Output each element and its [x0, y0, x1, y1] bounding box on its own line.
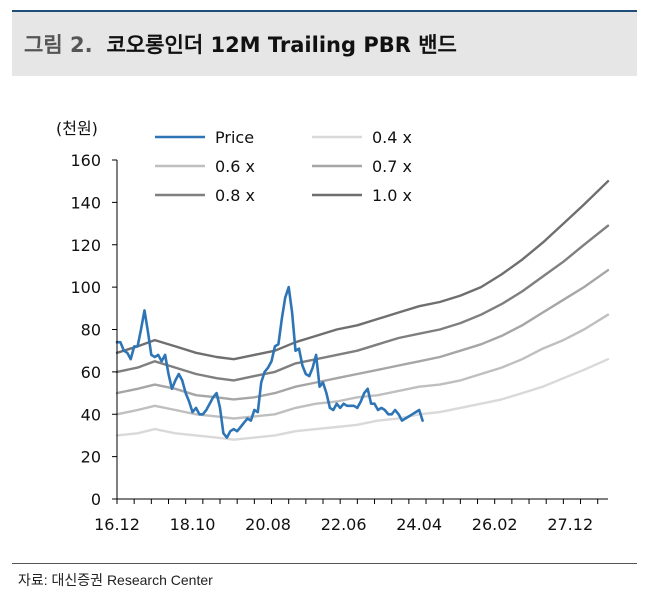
- y-tick-label: 60: [81, 363, 101, 382]
- source-rule: [12, 563, 637, 564]
- band-line-0-4x: [115, 358, 610, 441]
- y-tick-label: 140: [70, 193, 101, 212]
- band-line-1-0x: [115, 179, 610, 361]
- y-tick-label: 40: [81, 405, 101, 424]
- legend-label-0-4x: 0.4 x: [372, 128, 412, 147]
- x-tick-label: 27.12: [547, 515, 593, 534]
- price-line-group: [115, 285, 424, 439]
- x-tick-label: 20.08: [245, 515, 291, 534]
- chart-title: 코오롱인더 12M Trailing PBR 밴드: [106, 33, 457, 57]
- legend-label-price: Price: [215, 128, 254, 147]
- y-axis-unit-label: (천원): [56, 119, 98, 138]
- x-tick-label: 22.06: [321, 515, 367, 534]
- x-tick-label: 18.10: [170, 515, 216, 534]
- band-lines: [115, 179, 610, 441]
- legend-label-0-6x: 0.6 x: [215, 157, 255, 176]
- legend-label-0-7x: 0.7 x: [372, 157, 412, 176]
- axes: 0 20 40 60 80 100 120 140 160 16.12 18.10 20.08 22.0…: [70, 151, 608, 534]
- x-tick-label: 16.12: [94, 515, 140, 534]
- pbr-band-chart: (천원) 0 20 40 60 80 100 120 140 160 16.12 18.10 20.0…: [56, 119, 610, 534]
- price-line: [115, 285, 424, 439]
- y-tick-label: 80: [81, 321, 101, 340]
- y-tick-label: 20: [81, 448, 101, 467]
- band-line-0-8x: [115, 224, 610, 382]
- title-bar: 그림 2. 코오롱인더 12M Trailing PBR 밴드: [12, 12, 637, 76]
- band-line-0-6x: [115, 313, 610, 420]
- y-tick-label: 100: [70, 278, 101, 297]
- y-tick-label: 160: [70, 151, 101, 170]
- x-tick-label: 26.02: [472, 515, 518, 534]
- source-note: 자료: 대신증권 Research Center: [18, 572, 213, 588]
- top-rule: [12, 10, 637, 12]
- figure-number: 그림 2.: [24, 33, 93, 57]
- legend-label-1-0x: 1.0 x: [372, 186, 412, 205]
- y-tick-label: 120: [70, 236, 101, 255]
- legend-label-0-8x: 0.8 x: [215, 186, 255, 205]
- x-tick-label: 24.04: [396, 515, 442, 534]
- legend: Price 0.4 x 0.6 x 0.7 x 0.8 x 1.0 x: [155, 128, 412, 205]
- band-line-0-7x: [115, 269, 610, 401]
- y-tick-label: 0: [91, 490, 101, 509]
